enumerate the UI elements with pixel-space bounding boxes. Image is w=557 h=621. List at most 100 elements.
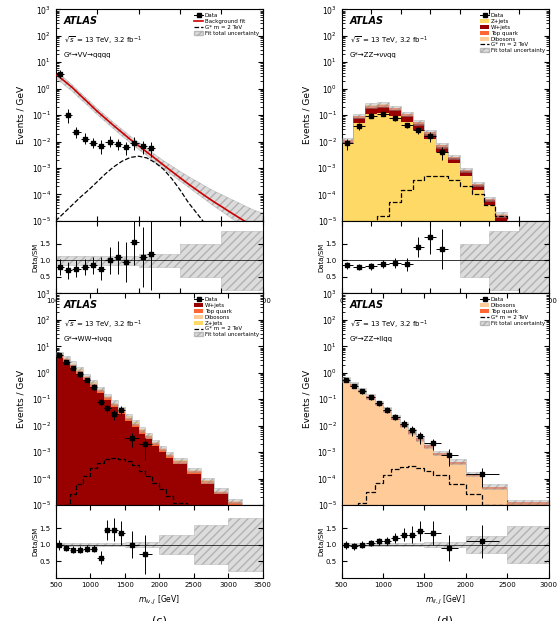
Bar xyxy=(531,251,549,252)
Bar xyxy=(389,108,400,111)
Bar xyxy=(76,369,84,371)
Bar xyxy=(104,397,111,401)
Bar xyxy=(400,122,413,621)
Bar xyxy=(400,114,413,116)
Bar xyxy=(519,243,531,247)
Bar xyxy=(187,474,201,621)
Bar xyxy=(76,371,84,374)
Bar xyxy=(383,410,391,412)
Bar xyxy=(139,433,145,621)
Bar xyxy=(159,449,166,452)
Bar xyxy=(424,132,436,134)
Legend: Data, Background fit, G* m = 2 TeV, Fit total uncertainty: Data, Background fit, G* m = 2 TeV, Fit … xyxy=(193,12,260,37)
Y-axis label: Data/SM: Data/SM xyxy=(32,243,38,272)
Bar xyxy=(449,461,466,464)
Bar xyxy=(408,433,416,621)
Bar xyxy=(350,384,358,387)
Bar xyxy=(84,376,90,377)
Bar xyxy=(531,255,549,621)
Bar xyxy=(507,505,549,621)
Bar xyxy=(507,502,549,505)
Bar xyxy=(472,184,483,186)
Bar xyxy=(90,384,97,387)
Bar xyxy=(399,427,408,621)
Bar xyxy=(173,461,187,464)
Bar xyxy=(242,515,263,621)
Text: ATLAS: ATLAS xyxy=(64,16,98,25)
Y-axis label: Events / GeV: Events / GeV xyxy=(303,86,312,144)
Bar xyxy=(507,229,519,230)
Bar xyxy=(62,362,70,621)
Bar xyxy=(448,158,460,163)
Bar xyxy=(125,418,131,421)
Bar xyxy=(131,427,139,621)
Y-axis label: Events / GeV: Events / GeV xyxy=(303,370,312,428)
Bar xyxy=(367,396,375,399)
Bar xyxy=(413,122,424,124)
Bar xyxy=(242,512,263,515)
Bar xyxy=(153,443,159,446)
Bar xyxy=(125,421,131,621)
Bar xyxy=(166,458,173,621)
Bar xyxy=(111,404,118,407)
Bar xyxy=(365,108,377,114)
Legend: Data, Dibosons, Top quark, G* m = 2 TeV, Fit total uncertainty: Data, Dibosons, Top quark, G* m = 2 TeV,… xyxy=(479,296,546,327)
Bar xyxy=(145,440,153,621)
Bar xyxy=(416,441,424,621)
Bar xyxy=(214,494,228,621)
Bar xyxy=(377,105,389,107)
Bar xyxy=(97,394,104,621)
Text: (c): (c) xyxy=(152,615,167,621)
Bar xyxy=(389,116,400,621)
Bar xyxy=(125,417,131,418)
Bar xyxy=(228,501,242,502)
Bar xyxy=(460,176,472,621)
Bar xyxy=(383,412,391,621)
Bar xyxy=(70,365,76,368)
Bar xyxy=(424,448,433,621)
Bar xyxy=(104,401,111,621)
Bar xyxy=(104,396,111,397)
Bar xyxy=(358,390,367,392)
Bar xyxy=(159,452,166,621)
Text: G*→WW→lνqq: G*→WW→lνqq xyxy=(64,336,113,342)
Text: $\sqrt{s}$ = 13 TeV, 3.2 fb$^{-1}$: $\sqrt{s}$ = 13 TeV, 3.2 fb$^{-1}$ xyxy=(350,35,428,47)
Bar xyxy=(56,354,62,355)
Text: $\sqrt{s}$ = 13 TeV, 3.2 fb$^{-1}$: $\sqrt{s}$ = 13 TeV, 3.2 fb$^{-1}$ xyxy=(350,319,428,331)
Bar xyxy=(507,230,519,235)
Bar xyxy=(416,438,424,441)
Bar xyxy=(341,144,353,621)
Bar xyxy=(483,199,495,201)
Bar xyxy=(466,476,482,621)
Bar xyxy=(433,455,449,621)
Bar xyxy=(341,142,353,144)
Bar xyxy=(341,382,350,621)
Bar xyxy=(97,390,104,394)
Bar xyxy=(159,448,166,449)
Bar xyxy=(153,446,159,621)
Bar xyxy=(365,106,377,108)
Bar xyxy=(353,116,365,119)
Bar xyxy=(97,389,104,390)
Bar xyxy=(62,358,70,359)
Bar xyxy=(166,455,173,458)
Bar xyxy=(166,454,173,455)
Text: ATLAS: ATLAS xyxy=(350,16,384,25)
Bar xyxy=(84,377,90,380)
X-axis label: $m_{T}$ [GeV]: $m_{T}$ [GeV] xyxy=(427,310,463,322)
Bar xyxy=(400,116,413,122)
Y-axis label: Events / GeV: Events / GeV xyxy=(17,370,26,428)
Bar xyxy=(436,152,448,621)
Bar xyxy=(228,502,242,505)
Bar xyxy=(214,492,228,494)
Text: G*→VV→qqqq: G*→VV→qqqq xyxy=(64,52,111,58)
X-axis label: $m_{JJ}$ [GeV]: $m_{JJ}$ [GeV] xyxy=(141,310,178,323)
Bar xyxy=(365,114,377,621)
Text: G*→ZZ→ννqq: G*→ZZ→ννqq xyxy=(350,52,397,58)
Bar xyxy=(353,123,365,621)
Bar xyxy=(424,445,433,448)
Bar xyxy=(111,407,118,621)
Legend: Data, Z+jets, W+jets, Top quark, Dibosons, G* m = 2 TeV, Fit total uncertainty: Data, Z+jets, W+jets, Top quark, Diboson… xyxy=(479,12,546,54)
Bar xyxy=(201,484,214,621)
Bar xyxy=(201,481,214,484)
